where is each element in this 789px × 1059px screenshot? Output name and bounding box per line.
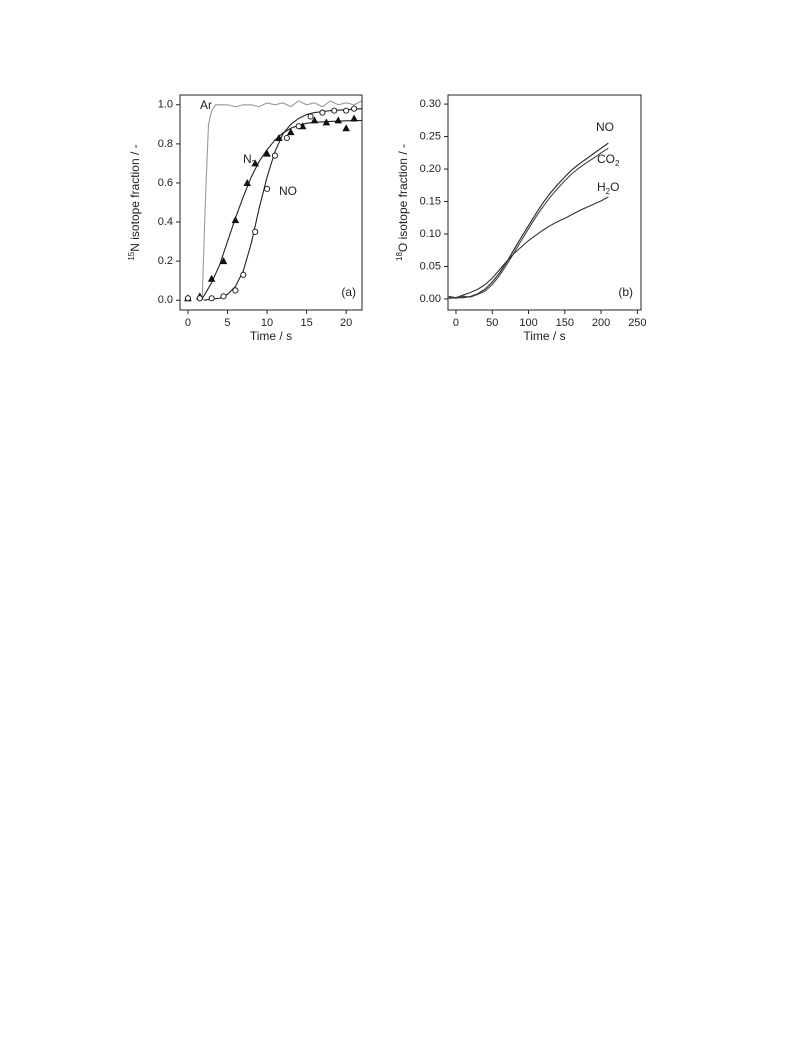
circle-marker xyxy=(319,109,326,116)
y-axis-label-sup: 18 xyxy=(395,252,404,261)
triangle-marker xyxy=(231,216,240,224)
x-tick-label: 10 xyxy=(261,317,273,329)
x-tick-label: 250 xyxy=(628,317,646,329)
x-tick-label: 50 xyxy=(486,317,498,329)
triangle-marker xyxy=(334,116,343,124)
annotation-sub: 2 xyxy=(615,159,620,168)
x-tick-label: 150 xyxy=(556,317,574,329)
x-tick-label: 5 xyxy=(224,317,230,329)
series-line xyxy=(203,108,363,301)
circle-marker xyxy=(240,271,247,278)
x-axis-label: Time / s xyxy=(523,329,565,343)
annotation: NO xyxy=(279,184,297,198)
annotation: CO2 xyxy=(597,152,620,168)
triangle-marker xyxy=(207,274,216,282)
triangle-marker xyxy=(310,116,319,124)
axes-frame xyxy=(447,94,642,311)
circle-marker xyxy=(271,152,279,159)
y-axis-label-text: O isotope fraction / - xyxy=(396,144,410,252)
y-axis-label: 18O isotope fraction / - xyxy=(395,144,410,261)
circle-marker xyxy=(307,113,314,120)
x-tick-label: 0 xyxy=(185,317,191,329)
annotation-text: NO xyxy=(279,184,297,198)
series-line xyxy=(199,119,363,301)
y-tick-label: 1.0 xyxy=(158,99,173,111)
triangle-marker xyxy=(251,159,259,167)
y-axis-label: 15N isotope fraction / - xyxy=(127,144,142,260)
circle-marker xyxy=(331,107,338,114)
annotation-tail: O xyxy=(610,180,619,194)
y-tick-label: 0.8 xyxy=(158,138,173,150)
circle-marker xyxy=(283,134,290,142)
x-axis-label: Time / s xyxy=(250,329,292,343)
annotation-text: N xyxy=(243,152,252,166)
annotation-sub: 2 xyxy=(606,187,611,196)
triangle-marker xyxy=(263,149,271,157)
y-tick-label: 0.30 xyxy=(420,98,441,110)
x-tick-label: 15 xyxy=(300,317,312,329)
annotation-text: H xyxy=(597,180,606,194)
y-tick-label: 0.05 xyxy=(420,260,441,272)
panel: 0.00 0.05 0.10 0.15 0.20 0.25 0.30 0 50 100 150 200… xyxy=(395,94,647,343)
annotation: Ar xyxy=(200,98,212,112)
triangle-marker xyxy=(219,257,228,265)
annotation-text: Ar xyxy=(200,98,212,112)
triangle-marker xyxy=(350,114,358,122)
y-tick-label: 0.15 xyxy=(420,195,441,207)
triangle-marker xyxy=(275,134,283,141)
x-tick-label: 0 xyxy=(453,317,459,329)
y-tick-label: 0.10 xyxy=(420,228,441,240)
circle-marker xyxy=(184,295,191,302)
circle-marker xyxy=(351,105,358,112)
triangle-marker xyxy=(243,178,252,186)
circle-marker xyxy=(295,123,302,130)
annotation-text: NO xyxy=(596,120,614,134)
x-tick-label: 100 xyxy=(519,317,537,329)
annotation: H2O xyxy=(597,180,619,196)
annotation-text: (a) xyxy=(341,285,356,299)
x-tick-label: 200 xyxy=(592,317,610,329)
y-tick-label: 0.20 xyxy=(420,163,441,175)
annotation-text: CO xyxy=(597,152,615,166)
plot-area xyxy=(448,142,609,299)
annotation: (b) xyxy=(618,285,633,299)
annotation: N2 xyxy=(243,152,257,168)
series-line xyxy=(448,142,609,299)
y-tick-label: 0.25 xyxy=(420,130,441,142)
y-tick-label: 0.00 xyxy=(420,293,441,305)
triangle-marker xyxy=(342,124,350,132)
series-line xyxy=(448,147,609,299)
plot-area xyxy=(184,100,363,302)
series-line xyxy=(201,100,363,301)
y-axis-label-sup: 15 xyxy=(127,251,136,260)
circle-marker xyxy=(208,295,215,302)
circle-marker xyxy=(263,185,271,192)
axes-frame xyxy=(179,94,363,311)
triangle-marker xyxy=(286,128,295,136)
series-line xyxy=(448,196,609,299)
circle-marker xyxy=(252,228,259,235)
y-tick-label: 0.0 xyxy=(158,294,173,306)
circle-marker xyxy=(232,287,239,294)
y-tick-label: 0.4 xyxy=(158,216,173,228)
annotation: (a) xyxy=(341,285,356,299)
triangle-marker xyxy=(322,118,331,126)
y-tick-label: 0.6 xyxy=(158,177,173,189)
annotation-sub: 2 xyxy=(252,159,257,168)
circle-marker xyxy=(196,295,203,302)
x-tick-label: 20 xyxy=(340,317,352,329)
annotation: NO xyxy=(596,120,614,134)
annotation-text: (b) xyxy=(618,285,633,299)
circle-marker xyxy=(220,293,227,300)
y-axis-label-text: N isotope fraction / - xyxy=(128,144,142,251)
y-tick-label: 0.2 xyxy=(158,255,173,267)
circle-marker xyxy=(343,107,350,114)
